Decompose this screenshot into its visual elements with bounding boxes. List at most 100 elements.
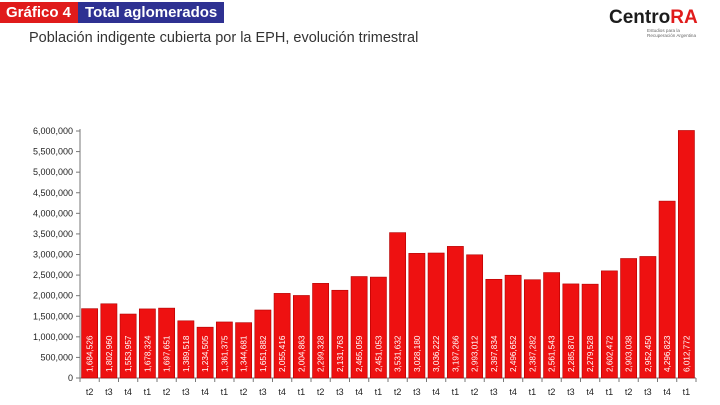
x-tick-label: t4	[124, 387, 132, 397]
bar	[215, 321, 233, 379]
logo-word-main: Centro	[609, 7, 671, 28]
bar	[369, 276, 387, 379]
bar	[427, 252, 445, 379]
bar-value-label: 2,496,652	[509, 335, 518, 372]
x-tick-label: t3	[567, 387, 575, 397]
bar-value-label: 2,279,528	[586, 335, 595, 372]
bar	[389, 232, 407, 379]
x-tick-label: t3	[413, 387, 421, 397]
bar	[81, 308, 99, 379]
bar-value-label: 1,651,882	[259, 335, 268, 372]
bar-value-label: 2,299,328	[317, 335, 326, 372]
y-tick-label: 6,000,000	[33, 126, 73, 136]
chart-subtitle: Población indigente cubierta por la EPH,…	[29, 30, 419, 46]
x-tick-label: t2	[163, 387, 171, 397]
bar	[446, 246, 464, 379]
bar-value-label: 2,387,282	[528, 335, 537, 372]
bar-value-label: 2,397,834	[490, 335, 499, 372]
x-tick-label: t3	[182, 387, 190, 397]
x-tick-label: t1	[298, 387, 306, 397]
chart-number: Gráfico 4	[0, 2, 79, 23]
bar-value-label: 2,602,472	[605, 335, 614, 372]
y-tick-label: 1,500,000	[33, 311, 73, 321]
logo-tagline: Estudios para la Recuperación Argentina	[647, 28, 697, 38]
logo-wordmark: CentroRA	[609, 8, 709, 28]
bar	[485, 278, 503, 379]
bar	[196, 326, 214, 379]
y-tick-label: 3,500,000	[33, 229, 73, 239]
x-tick-label: t4	[355, 387, 363, 397]
x-tick-label: t4	[278, 387, 286, 397]
bar-value-label: 1,678,324	[143, 335, 152, 372]
bar	[600, 270, 618, 379]
bar	[254, 309, 272, 379]
bar-value-label: 3,028,180	[413, 335, 422, 372]
x-tick-label: t3	[490, 387, 498, 397]
x-tick-label: t2	[86, 387, 94, 397]
y-tick-label: 5,000,000	[33, 167, 73, 177]
bar-value-label: 1,684,526	[86, 335, 95, 372]
bar-value-label: 3,197,266	[451, 335, 460, 372]
x-tick-label: t1	[375, 387, 383, 397]
x-tick-label: t3	[105, 387, 113, 397]
bar-value-label: 2,903,038	[625, 335, 634, 372]
bar	[312, 283, 330, 379]
bar	[581, 283, 599, 379]
x-tick-label: t1	[529, 387, 537, 397]
x-tick-label: t4	[201, 387, 209, 397]
centrora-logo: CentroRA Estudios para la Recuperación A…	[609, 8, 709, 44]
bar	[331, 289, 349, 379]
bar	[119, 313, 137, 379]
bar-value-label: 2,055,416	[278, 335, 287, 372]
bar	[292, 295, 310, 379]
x-tick-label: t3	[259, 387, 267, 397]
y-tick-label: 3,000,000	[33, 250, 73, 260]
bar-value-label: 1,361,375	[220, 335, 229, 372]
bar-value-label: 1,697,651	[163, 335, 172, 372]
x-tick-label: t2	[471, 387, 479, 397]
x-tick-label: t4	[509, 387, 517, 397]
bar	[639, 256, 657, 379]
x-tick-label: t3	[644, 387, 652, 397]
logo-word-accent: RA	[670, 7, 698, 28]
bar	[350, 276, 368, 379]
x-tick-label: t1	[683, 387, 691, 397]
bar-value-label: 6,012,772	[682, 335, 691, 372]
bar	[658, 200, 676, 379]
bar-value-label: 1,389,518	[182, 335, 191, 372]
y-tick-label: 500,000	[40, 352, 73, 362]
bar-value-label: 2,285,870	[567, 335, 576, 372]
bar-value-label: 4,296,823	[663, 335, 672, 372]
bar-value-label: 2,952,450	[644, 335, 653, 372]
y-tick-label: 4,000,000	[33, 208, 73, 218]
bar	[562, 283, 580, 379]
x-tick-label: t3	[336, 387, 344, 397]
x-tick-label: t2	[625, 387, 633, 397]
chart-badge: Gráfico 4 Total aglomerados	[0, 2, 225, 23]
bar-value-label: 2,004,863	[297, 335, 306, 372]
bar-value-label: 3,036,222	[432, 335, 441, 372]
bar-value-label: 1,344,681	[240, 335, 249, 372]
bar	[543, 272, 561, 379]
y-tick-label: 0	[68, 373, 73, 383]
bar	[523, 279, 541, 379]
x-tick-label: t2	[548, 387, 556, 397]
bar	[466, 254, 484, 379]
y-tick-label: 4,500,000	[33, 188, 73, 198]
bar	[100, 303, 118, 379]
bar	[408, 253, 426, 379]
bar-value-label: 1,234,505	[201, 335, 210, 372]
bar-value-label: 2,993,012	[471, 335, 480, 372]
bar-value-label: 2,465,059	[355, 335, 364, 372]
x-tick-label: t2	[240, 387, 248, 397]
y-tick-label: 1,000,000	[33, 332, 73, 342]
bar	[177, 320, 195, 379]
bar-value-label: 2,451,053	[374, 335, 383, 372]
bar-value-label: 1,802,960	[105, 335, 114, 372]
bar	[138, 308, 156, 379]
y-tick-label: 2,000,000	[33, 291, 73, 301]
x-tick-label: t1	[144, 387, 152, 397]
bar	[677, 130, 695, 379]
x-tick-label: t1	[452, 387, 460, 397]
